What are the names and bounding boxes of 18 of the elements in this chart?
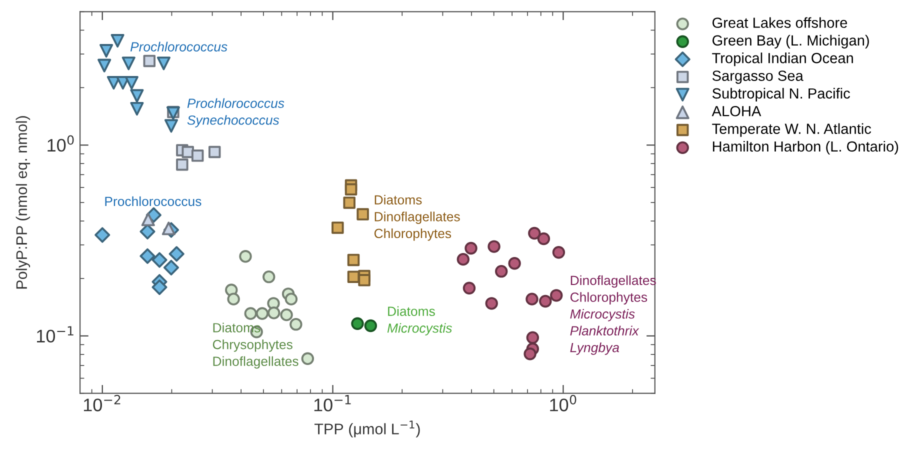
legend-label: Tropical Indian Ocean xyxy=(712,52,853,66)
y-axis-title: PolyP:PP (nmol eq. nmol) xyxy=(16,116,30,289)
x-tick-label: 10$^{−2}$ xyxy=(84,394,120,412)
legend-label: Great Lakes offshore xyxy=(712,17,848,28)
legend-label: Sargasso Sea xyxy=(712,70,804,84)
x-tick-label: 10$^{0}$ xyxy=(550,394,576,412)
annotation: Prochlorococcus Synechococcus xyxy=(187,98,284,128)
annotation: Prochlorococcus xyxy=(105,196,202,206)
legend-label: Subtropical N. Pacific xyxy=(712,88,850,102)
legend-label: ALOHA xyxy=(712,106,762,116)
annotation: Diatoms Dinoflagellates Chlorophytes xyxy=(374,194,460,241)
legend-label: Hamilton Harbon (L. Ontario) xyxy=(712,140,898,155)
x-axis-title: TPP (μmol L$^{−1}$) xyxy=(314,420,420,438)
legend-label: Green Bay (L. Michigan) xyxy=(712,34,869,48)
x-tick-label: 10$^{−1}$ xyxy=(314,395,351,412)
annotation: Diatoms Microcystis xyxy=(387,306,452,336)
legend-label: Temperate W. N. Atlantic xyxy=(712,123,872,137)
annotation: Prochlorococcus xyxy=(130,42,228,52)
